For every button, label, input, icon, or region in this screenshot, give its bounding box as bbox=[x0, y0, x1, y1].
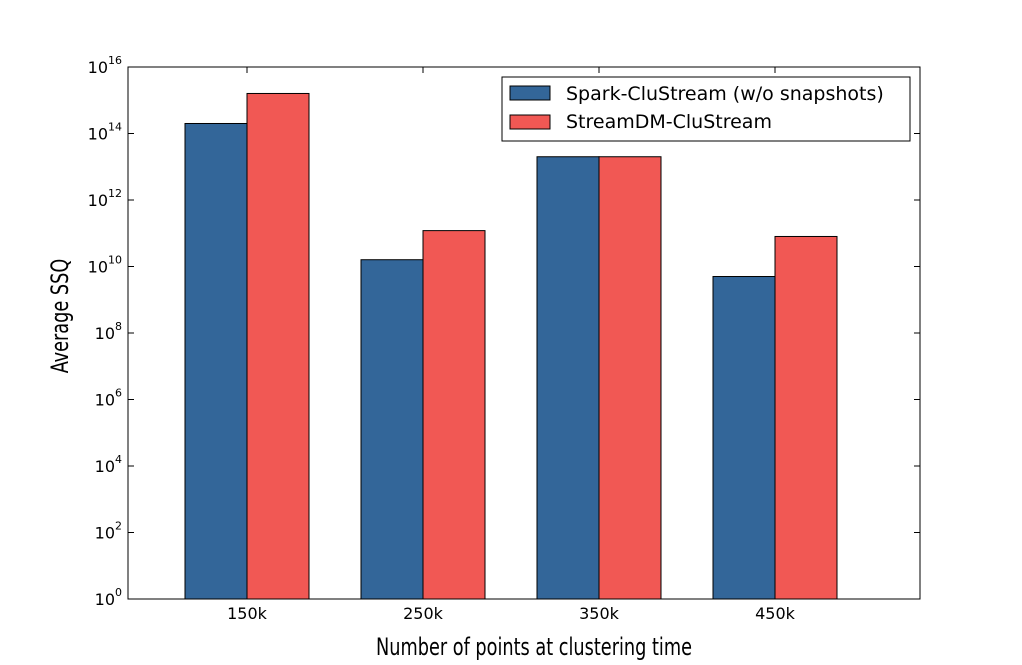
y-tick-label: 106 bbox=[95, 387, 122, 410]
legend-swatch-spark-clustream bbox=[509, 85, 551, 101]
legend: Spark-CluStream (w/o snapshots) StreamDM… bbox=[501, 76, 911, 142]
x-tick-label-350k: 350k bbox=[579, 604, 620, 623]
y-tick-label: 1012 bbox=[88, 187, 122, 210]
y-tick-label: 100 bbox=[95, 586, 122, 609]
bar-streamdm-clustream-150k bbox=[246, 92, 310, 600]
x-axis-ticks: 150k 250k 350k 450k bbox=[227, 67, 796, 623]
y-tick-label: 1014 bbox=[88, 121, 122, 144]
x-tick-label-250k: 250k bbox=[403, 604, 444, 623]
bar-spark-clustream-350k bbox=[536, 156, 600, 600]
y-tick-label: 1016 bbox=[88, 54, 122, 77]
y-tick-label: 108 bbox=[95, 320, 122, 343]
x-tick-label-150k: 150k bbox=[227, 604, 268, 623]
bar-streamdm-clustream-450k bbox=[774, 235, 838, 600]
legend-label-streamdm-clustream: StreamDM-CluStream bbox=[566, 111, 772, 133]
x-axis-title: Number of points at clustering time bbox=[376, 634, 692, 661]
bar-spark-clustream-150k bbox=[184, 122, 248, 600]
bar-spark-clustream-450k bbox=[712, 276, 776, 600]
legend-label-spark-clustream: Spark-CluStream (w/o snapshots) bbox=[566, 83, 884, 105]
y-axis-ticks: 100 102 104 106 108 1010 1012 1014 1016 bbox=[88, 54, 920, 609]
bar-streamdm-clustream-350k bbox=[598, 156, 662, 600]
y-tick-label: 104 bbox=[95, 453, 122, 476]
y-tick-label: 1010 bbox=[88, 254, 122, 277]
y-tick-label: 102 bbox=[95, 520, 122, 543]
x-tick-label-450k: 450k bbox=[755, 604, 796, 623]
bar-streamdm-clustream-250k bbox=[422, 230, 486, 600]
bar-spark-clustream-250k bbox=[360, 259, 424, 600]
bars-layer bbox=[184, 92, 838, 600]
legend-swatch-streamdm-clustream bbox=[509, 114, 551, 130]
y-axis-title: Average SSQ bbox=[47, 259, 74, 374]
legend-frame bbox=[501, 76, 911, 142]
